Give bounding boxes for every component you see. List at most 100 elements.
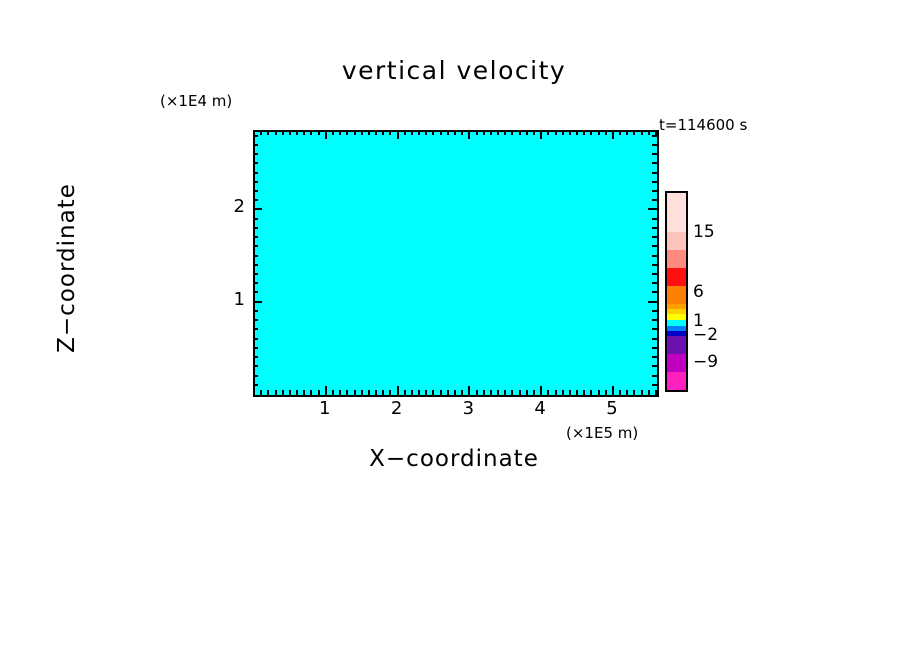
tick-x-top (397, 130, 399, 139)
colorbar-band (667, 193, 686, 232)
tick-x-top (389, 130, 391, 135)
tick-x-bottom (555, 390, 557, 395)
tick-x-bottom (289, 390, 291, 395)
tick-x-bottom (296, 390, 298, 395)
tick-x-top (619, 130, 621, 135)
colorbar-band (667, 267, 686, 286)
tick-y-right (652, 135, 657, 137)
tick-x-bottom (461, 390, 463, 395)
tick-x-top (626, 130, 628, 135)
tick-x-bottom (267, 390, 269, 395)
colorbar (665, 191, 688, 392)
tick-y-left (253, 199, 258, 201)
tick-x-top (590, 130, 592, 135)
tick-x-top (583, 130, 585, 135)
tick-y-right (652, 255, 657, 257)
tick-y-right (652, 162, 657, 164)
tick-y-right (652, 190, 657, 192)
tick-y-right (652, 218, 657, 220)
tick-y-left (253, 135, 258, 137)
tick-x-top (447, 130, 449, 135)
tick-x-top (346, 130, 348, 135)
tick-x-top (440, 130, 442, 135)
tick-y-left (253, 218, 258, 220)
tick-x-bottom (497, 390, 499, 395)
tick-x-bottom (533, 390, 535, 395)
colorbar-band (667, 231, 686, 250)
tick-x-top (332, 130, 334, 135)
tick-x-top (526, 130, 528, 135)
colorbar-tick-label: −9 (693, 352, 719, 373)
tick-y-left (253, 273, 258, 275)
tick-x-top (511, 130, 513, 135)
tick-x-bottom (447, 390, 449, 395)
tick-y-right (652, 236, 657, 238)
tick-x-top (303, 130, 305, 135)
tick-y-right (652, 273, 657, 275)
tick-x-top (533, 130, 535, 135)
tick-y-left (253, 172, 258, 174)
tick-y-left (253, 153, 258, 155)
tick-x-top (289, 130, 291, 135)
tick-x-top (361, 130, 363, 135)
tick-x-top (425, 130, 427, 135)
tick-x-bottom (375, 390, 377, 395)
tick-x-top (547, 130, 549, 135)
tick-x-bottom (454, 390, 456, 395)
tick-x-top (504, 130, 506, 135)
tick-y-left (253, 328, 258, 330)
tick-y-right (652, 199, 657, 201)
tick-y-right (652, 264, 657, 266)
x-axis-title: X−coordinate (369, 446, 539, 472)
colorbar-band (667, 249, 686, 268)
tick-y-left (253, 319, 258, 321)
tick-x-top (612, 130, 614, 139)
x-tick-label: 2 (390, 398, 403, 419)
tick-y-right (652, 347, 657, 349)
tick-y-left (253, 310, 258, 312)
colorbar-tick-label: −2 (693, 324, 719, 345)
tick-y-left (253, 347, 258, 349)
tick-y-right (652, 356, 657, 358)
tick-x-bottom (368, 390, 370, 395)
tick-y-left (253, 190, 258, 192)
tick-x-bottom (619, 390, 621, 395)
page-title: vertical velocity (341, 56, 567, 85)
tick-x-top (497, 130, 499, 135)
tick-y-left (253, 181, 258, 183)
tick-y-right (652, 319, 657, 321)
tick-y-right (652, 310, 657, 312)
tick-x-bottom (382, 390, 384, 395)
tick-x-top (605, 130, 607, 135)
tick-x-bottom (504, 390, 506, 395)
colorbar-band (667, 335, 686, 354)
tick-y-right (652, 172, 657, 174)
tick-x-top (519, 130, 521, 135)
tick-x-bottom (411, 390, 413, 395)
tick-y-left (253, 375, 258, 377)
tick-x-bottom (346, 390, 348, 395)
tick-x-bottom (519, 390, 521, 395)
y-axis-unit-label: (×1E4 m) (160, 92, 233, 110)
tick-x-top (555, 130, 557, 135)
tick-x-top (483, 130, 485, 135)
colorbar-band (667, 371, 686, 390)
time-annotation: t=114600 s (659, 116, 748, 134)
colorbar-band (667, 353, 686, 372)
tick-x-bottom (275, 390, 277, 395)
plot-area (253, 130, 659, 397)
colorbar-band (667, 303, 686, 309)
y-tick-label: 1 (233, 288, 245, 310)
tick-y-left (253, 236, 258, 238)
tick-x-bottom (483, 390, 485, 395)
tick-x-bottom (576, 390, 578, 395)
tick-y-left (253, 338, 258, 340)
x-tick-label: 5 (606, 398, 618, 419)
tick-x-top (432, 130, 434, 135)
tick-x-bottom (626, 390, 628, 395)
tick-x-top (655, 130, 657, 135)
tick-x-top (267, 130, 269, 135)
tick-x-top (375, 130, 377, 135)
tick-x-top (454, 130, 456, 135)
tick-x-bottom (540, 386, 542, 395)
